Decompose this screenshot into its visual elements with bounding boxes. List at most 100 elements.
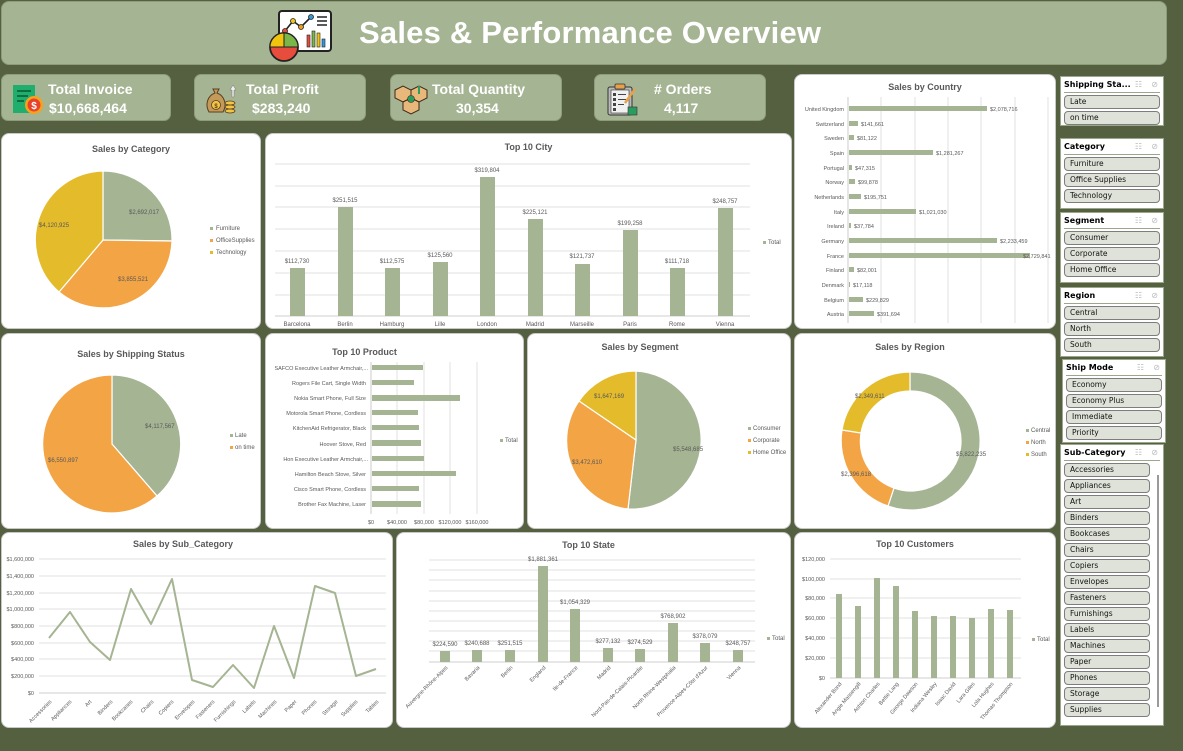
kpi-total-quantity: Total Quantity 30,354 (390, 74, 562, 121)
boxes-icon (394, 85, 428, 115)
multi-select-icon[interactable]: ☷ (1136, 363, 1144, 372)
slicer-item-furnishings[interactable]: Furnishings (1064, 607, 1150, 621)
kpi-value: 4,117 (664, 100, 699, 116)
slicer-item-copiers[interactable]: Copiers (1064, 559, 1150, 573)
svg-text:Total: Total (772, 636, 785, 642)
svg-text:Germany: Germany (821, 239, 844, 245)
slicer-item-bookcases[interactable]: Bookcases (1064, 527, 1150, 541)
slicer-item-office-supplies[interactable]: Office Supplies (1064, 173, 1160, 187)
slicer-item-north[interactable]: North (1064, 322, 1160, 336)
clear-filter-icon[interactable]: ⊘ (1151, 80, 1158, 89)
svg-text:$0: $0 (28, 691, 34, 697)
slicer-item-furniture[interactable]: Furniture (1064, 157, 1160, 171)
clear-filter-icon[interactable]: ⊘ (1151, 142, 1158, 151)
slicer-item-envelopes[interactable]: Envelopes (1064, 575, 1150, 589)
svg-text:$0: $0 (819, 676, 825, 682)
svg-text:Vienna: Vienna (726, 665, 743, 682)
slicer-item-appliances[interactable]: Appliances (1064, 479, 1150, 493)
svg-text:$82,001: $82,001 (857, 268, 877, 274)
multi-select-icon[interactable]: ☷ (1134, 291, 1142, 300)
svg-text:$160,000: $160,000 (466, 520, 489, 526)
svg-text:$40,000: $40,000 (387, 520, 407, 526)
multi-select-icon[interactable]: ☷ (1134, 80, 1142, 89)
slicer-item-fasteners[interactable]: Fasteners (1064, 591, 1150, 605)
svg-text:Central: Central (1031, 428, 1050, 434)
money-bag-icon: $ (206, 84, 237, 114)
svg-text:Auvergne-Rhône-Alpes: Auvergne-Rhône-Alpes (405, 665, 450, 710)
svg-text:$240,688: $240,688 (464, 641, 490, 647)
slicer-item-supplies[interactable]: Supplies (1064, 703, 1150, 717)
slicer-item-economy[interactable]: Economy (1066, 378, 1162, 392)
svg-text:$319,804: $319,804 (474, 168, 500, 174)
slicer-item-paper[interactable]: Paper (1064, 655, 1150, 669)
multi-select-icon[interactable]: ☷ (1134, 142, 1142, 151)
svg-text:$125,560: $125,560 (427, 253, 453, 259)
svg-text:$80,000: $80,000 (414, 520, 434, 526)
slicer-item-machines[interactable]: Machines (1064, 639, 1150, 653)
clear-filter-icon[interactable]: ⊘ (1151, 216, 1158, 225)
slicer-title: Region (1064, 291, 1096, 300)
kpi-label: Total Invoice (48, 81, 133, 97)
slicer-item-binders[interactable]: Binders (1064, 511, 1150, 525)
svg-text:$40,000: $40,000 (805, 636, 825, 642)
chart-top-10-city: Top 10 City $112,730 $251,515 $112,575 $… (265, 133, 792, 329)
chart-title: Top 10 City (504, 142, 553, 152)
slicer-item-central[interactable]: Central (1064, 306, 1160, 320)
svg-text:$3,472,610: $3,472,610 (572, 460, 603, 466)
slicer-item-south[interactable]: South (1064, 338, 1160, 352)
svg-text:Total: Total (505, 438, 518, 444)
svg-text:Rogers File Cart, Single Width: Rogers File Cart, Single Width (292, 381, 366, 387)
multi-select-icon[interactable]: ☷ (1134, 216, 1142, 225)
slicer-item-consumer[interactable]: Consumer (1064, 231, 1160, 245)
slicer-item-storage[interactable]: Storage (1064, 687, 1150, 701)
kpi-value: $10,668,464 (49, 100, 127, 116)
svg-text:$47,315: $47,315 (855, 166, 875, 172)
slicer-item-technology[interactable]: Technology (1064, 189, 1160, 203)
slicer-item-on-time[interactable]: on time (1064, 111, 1160, 125)
svg-text:Envelopes: Envelopes (174, 699, 197, 722)
slicer-item-late[interactable]: Late (1064, 95, 1160, 109)
slicer-item-immediate[interactable]: Immediate (1066, 410, 1162, 424)
svg-text:Supplies: Supplies (340, 699, 359, 718)
svg-text:$1,400,000: $1,400,000 (6, 574, 34, 580)
slicer-item-priority[interactable]: Priority (1066, 426, 1162, 440)
svg-text:Storage: Storage (322, 699, 340, 717)
clear-filter-icon[interactable]: ⊘ (1151, 448, 1158, 457)
pie-chart: $4,117,567 $6,550,897 Late on time (42, 374, 255, 514)
svg-text:$1,281,267: $1,281,267 (936, 151, 964, 157)
slicer-item-economy-plus[interactable]: Economy Plus (1066, 394, 1162, 408)
slicer-scrollbar[interactable] (1157, 475, 1159, 707)
chart-top-10-state: Top 10 State $224,590 $240,688 $251,515 (396, 532, 791, 728)
slicer-item-labels[interactable]: Labels (1064, 623, 1150, 637)
slicer-item-accessories[interactable]: Accessories (1064, 463, 1150, 477)
svg-text:Corporate: Corporate (753, 438, 780, 444)
svg-text:Marseille: Marseille (570, 322, 595, 328)
svg-text:$6,550,897: $6,550,897 (48, 458, 79, 464)
slicer-item-home-office[interactable]: Home Office (1064, 263, 1160, 277)
chart-title: Sales by Region (875, 342, 945, 352)
slicer-item-phones[interactable]: Phones (1064, 671, 1150, 685)
svg-text:Bavaria: Bavaria (464, 665, 482, 683)
svg-text:Machines: Machines (258, 699, 279, 720)
svg-text:Hamilton Beach Stove, Silver: Hamilton Beach Stove, Silver (295, 472, 366, 478)
svg-text:United Kingdom: United Kingdom (805, 107, 845, 113)
svg-text:Brother Fax Machine, Laser: Brother Fax Machine, Laser (298, 502, 366, 508)
slicer-item-corporate[interactable]: Corporate (1064, 247, 1160, 261)
svg-text:Furnishings: Furnishings (213, 699, 238, 724)
multi-select-icon[interactable]: ☷ (1134, 448, 1142, 457)
bar-chart: $0 $20,000 $40,000 $60,000 $80,000 $100,… (802, 557, 1050, 722)
slicer-ship-mode: Ship Mode ☷ ⊘ Economy Economy Plus Immed… (1062, 359, 1166, 443)
svg-text:$800,000: $800,000 (11, 624, 34, 630)
dashboard-header: Sales & Performance Overview (1, 1, 1167, 65)
clear-filter-icon[interactable]: ⊘ (1151, 291, 1158, 300)
svg-text:$251,515: $251,515 (497, 641, 523, 647)
slicer-item-chairs[interactable]: Chairs (1064, 543, 1150, 557)
svg-text:Technology: Technology (216, 250, 246, 256)
svg-text:SAFCO Executive Leather Armcha: SAFCO Executive Leather Armchair,... (274, 366, 368, 372)
svg-text:Switzerland: Switzerland (816, 122, 844, 128)
chart-title: Top 10 Customers (876, 539, 954, 549)
svg-text:$0: $0 (368, 520, 374, 526)
slicer-item-art[interactable]: Art (1064, 495, 1150, 509)
chart-title: Top 10 Product (332, 347, 397, 357)
clear-filter-icon[interactable]: ⊘ (1153, 363, 1160, 372)
